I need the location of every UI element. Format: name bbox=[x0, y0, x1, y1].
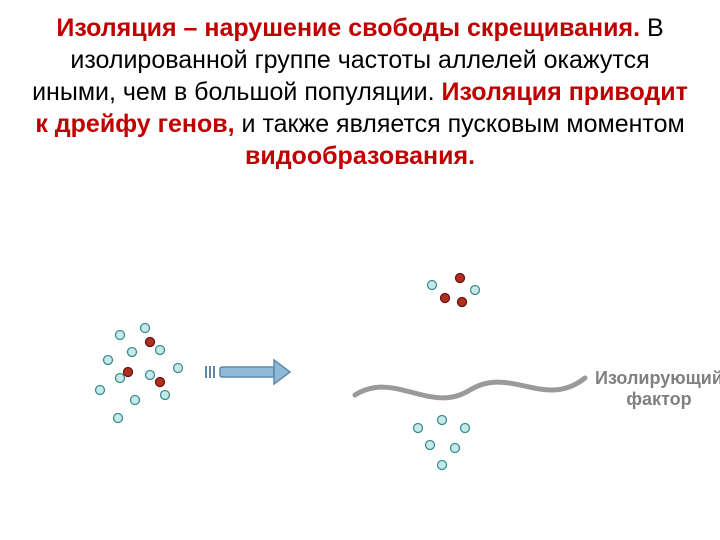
group-bottom-teal-dot-0 bbox=[414, 424, 423, 433]
pop-initial-teal-dot-1 bbox=[141, 324, 150, 333]
group-bottom-teal-dot-1 bbox=[438, 416, 447, 425]
pop-initial-teal-dot-11 bbox=[114, 414, 123, 423]
group-bottom-teal-dot-3 bbox=[426, 441, 435, 450]
group-top-teal-dot-0 bbox=[428, 281, 437, 290]
group-bottom-teal-dot-4 bbox=[451, 444, 460, 453]
pop-initial-teal-dot-2 bbox=[128, 348, 137, 357]
pop-initial-red-dot-1 bbox=[124, 368, 133, 377]
arrow-head bbox=[274, 360, 290, 384]
group-top-red-dot-0 bbox=[441, 294, 450, 303]
arrow-shaft bbox=[220, 367, 274, 377]
pop-initial-teal-dot-4 bbox=[156, 346, 165, 355]
pop-initial-teal-dot-7 bbox=[174, 364, 183, 373]
pop-initial-teal-dot-3 bbox=[104, 356, 113, 365]
group-top-teal-dot-1 bbox=[471, 286, 480, 295]
text-red-3: видообразования. bbox=[245, 142, 475, 170]
group-bottom-teal-dot-5 bbox=[438, 461, 447, 470]
group-bottom-teal-dot-2 bbox=[461, 424, 470, 433]
barrier-label-line1: Изолирующий bbox=[595, 368, 720, 388]
isolation-diagram: Изолирующий фактор bbox=[0, 260, 720, 540]
barrier-label: Изолирующий фактор bbox=[595, 368, 720, 409]
pop-initial-teal-dot-9 bbox=[131, 396, 140, 405]
pop-initial-red-dot-0 bbox=[146, 338, 155, 347]
group-top-red-dot-1 bbox=[456, 274, 465, 283]
pop-initial-teal-dot-8 bbox=[96, 386, 105, 395]
pop-initial-red-dot-2 bbox=[156, 378, 165, 387]
text-black-2: и также является пусковым моментом bbox=[235, 110, 685, 138]
pop-initial-teal-dot-6 bbox=[146, 371, 155, 380]
text-red-1: Изоляция – нарушение свободы скрещивания… bbox=[56, 14, 640, 42]
main-text: Изоляция – нарушение свободы скрещивания… bbox=[30, 12, 690, 172]
pop-initial-teal-dot-5 bbox=[116, 374, 125, 383]
pop-initial-teal-dot-10 bbox=[161, 391, 170, 400]
pop-initial-teal-dot-0 bbox=[116, 331, 125, 340]
barrier-curve bbox=[355, 378, 585, 398]
barrier-label-line2: фактор bbox=[626, 389, 691, 409]
group-top-red-dot-2 bbox=[458, 298, 467, 307]
